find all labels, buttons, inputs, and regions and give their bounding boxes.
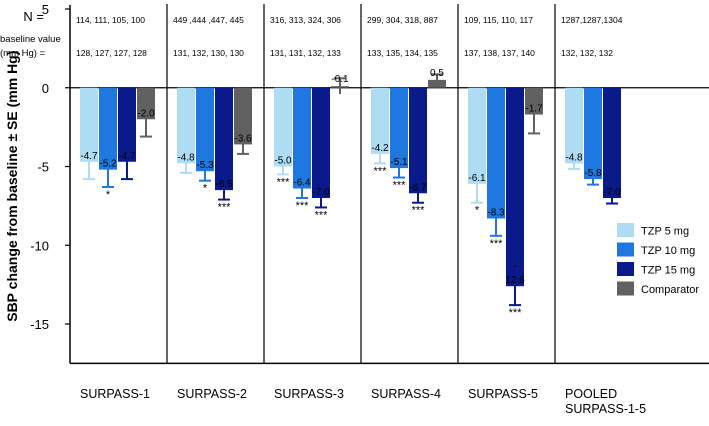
bar (234, 87, 252, 145)
y-tick-label: 0 (42, 81, 49, 96)
bar (565, 87, 583, 164)
y-tick-label: -15 (30, 317, 49, 332)
bar (506, 87, 524, 287)
value-label: -4.2 (371, 143, 389, 154)
legend-swatch (617, 262, 634, 276)
x-category-label: SURPASS-2 (177, 387, 247, 401)
significance-marker: *** (374, 165, 388, 177)
x-category-label: SURPASS-5 (468, 387, 538, 401)
n-value: 299, 304, 318, 887 (367, 15, 438, 25)
value-label: -5.2 (99, 159, 117, 170)
legend-label: TZP 10 mg (641, 245, 695, 257)
baseline-value: 132, 132, 132 (561, 48, 613, 58)
y-axis-label: SBP change from baseline ± SE (mm Hg) (4, 51, 20, 322)
value-label: -4.8 (565, 152, 583, 163)
baseline-value: 128, 127, 127, 128 (76, 48, 147, 58)
significance-marker: *** (490, 238, 504, 250)
value-label: -6.1 (468, 173, 486, 184)
x-category-label: SURPASS-3 (274, 387, 344, 401)
baseline-row-label-line2: (mm Hg) = (0, 48, 46, 59)
legend-swatch (617, 223, 634, 237)
value-label: -7.0 (603, 187, 621, 198)
significance-marker: *** (315, 209, 329, 221)
value-label: 12.6 (505, 275, 525, 286)
bar (274, 87, 292, 167)
n-value: 449 ,444 ,447, 445 (173, 15, 244, 25)
baseline-value: 131, 132, 130, 130 (173, 48, 244, 58)
significance-marker: *** (218, 202, 232, 214)
value-label: -8.3 (487, 207, 505, 218)
bar (390, 87, 408, 169)
n-value: 114, 111, 105, 100 (76, 15, 145, 25)
significance-marker: *** (509, 307, 523, 319)
value-label: -2.0 (137, 108, 155, 119)
value-label: -6.4 (293, 178, 311, 189)
value-label: -5.3 (196, 160, 214, 171)
legend-label: TZP 15 mg (641, 265, 695, 277)
x-category-label: SURPASS-4 (371, 387, 441, 401)
legend-label: Comparator (641, 284, 699, 296)
bar (99, 87, 117, 170)
x-category-label: SURPASS-1 (80, 387, 150, 401)
y-tick-label: -5 (37, 160, 49, 175)
value-label: -4.8 (177, 152, 195, 163)
baseline-row-label-line1: baseline value (0, 34, 61, 45)
significance-marker: * (475, 205, 480, 217)
value-label-sign: - (513, 261, 516, 272)
bar (487, 87, 505, 219)
value-label: -6.7 (409, 182, 427, 193)
legend-swatch (617, 281, 634, 296)
significance-marker: * (203, 183, 208, 195)
n-value: 1287,1287,1304 (561, 15, 623, 25)
y-tick-label: 5 (42, 2, 49, 17)
bar (409, 87, 427, 194)
bar (80, 87, 98, 162)
significance-marker: *** (393, 180, 407, 192)
value-label: -5.0 (274, 156, 292, 167)
value-label: -1.7 (525, 104, 543, 115)
value-label: -0.1 (331, 74, 349, 85)
n-row-label: N = (23, 9, 44, 24)
bar (584, 87, 602, 180)
value-label: -5.8 (584, 168, 602, 179)
value-label: -7.0 (312, 187, 330, 198)
baseline-value: 137, 138, 137, 140 (464, 48, 535, 58)
n-value: 316, 313, 324, 306 (270, 15, 341, 25)
significance-marker: * (106, 189, 111, 201)
value-label: -6.5 (215, 179, 233, 190)
significance-marker: *** (412, 205, 426, 217)
bar (312, 87, 330, 198)
bar (293, 87, 311, 189)
value-label: -4.7 (80, 151, 98, 162)
value-label: -3.6 (234, 133, 252, 144)
bar (177, 87, 195, 164)
bar (371, 87, 389, 154)
n-value: 109, 115, 110, 117 (464, 15, 533, 25)
significance-marker: *** (277, 176, 291, 188)
x-category-label: SURPASS-1-5 (565, 402, 646, 416)
baseline-value: 131, 131, 132, 133 (270, 48, 341, 58)
x-category-label: POOLED (565, 387, 617, 401)
bar (196, 87, 214, 172)
legend-swatch (617, 242, 634, 257)
bar (215, 87, 233, 191)
bar (468, 87, 486, 184)
legend-label: TZP 5 mg (641, 226, 689, 238)
bar (118, 87, 136, 162)
value-label: -5.1 (390, 157, 408, 168)
significance-marker: *** (296, 200, 310, 212)
baseline-value: 133, 135, 134, 135 (367, 48, 438, 58)
value-label: -4.7 (118, 151, 136, 162)
value-label: 0.5 (430, 68, 444, 79)
bar (603, 87, 621, 198)
y-tick-label: -10 (30, 238, 49, 253)
